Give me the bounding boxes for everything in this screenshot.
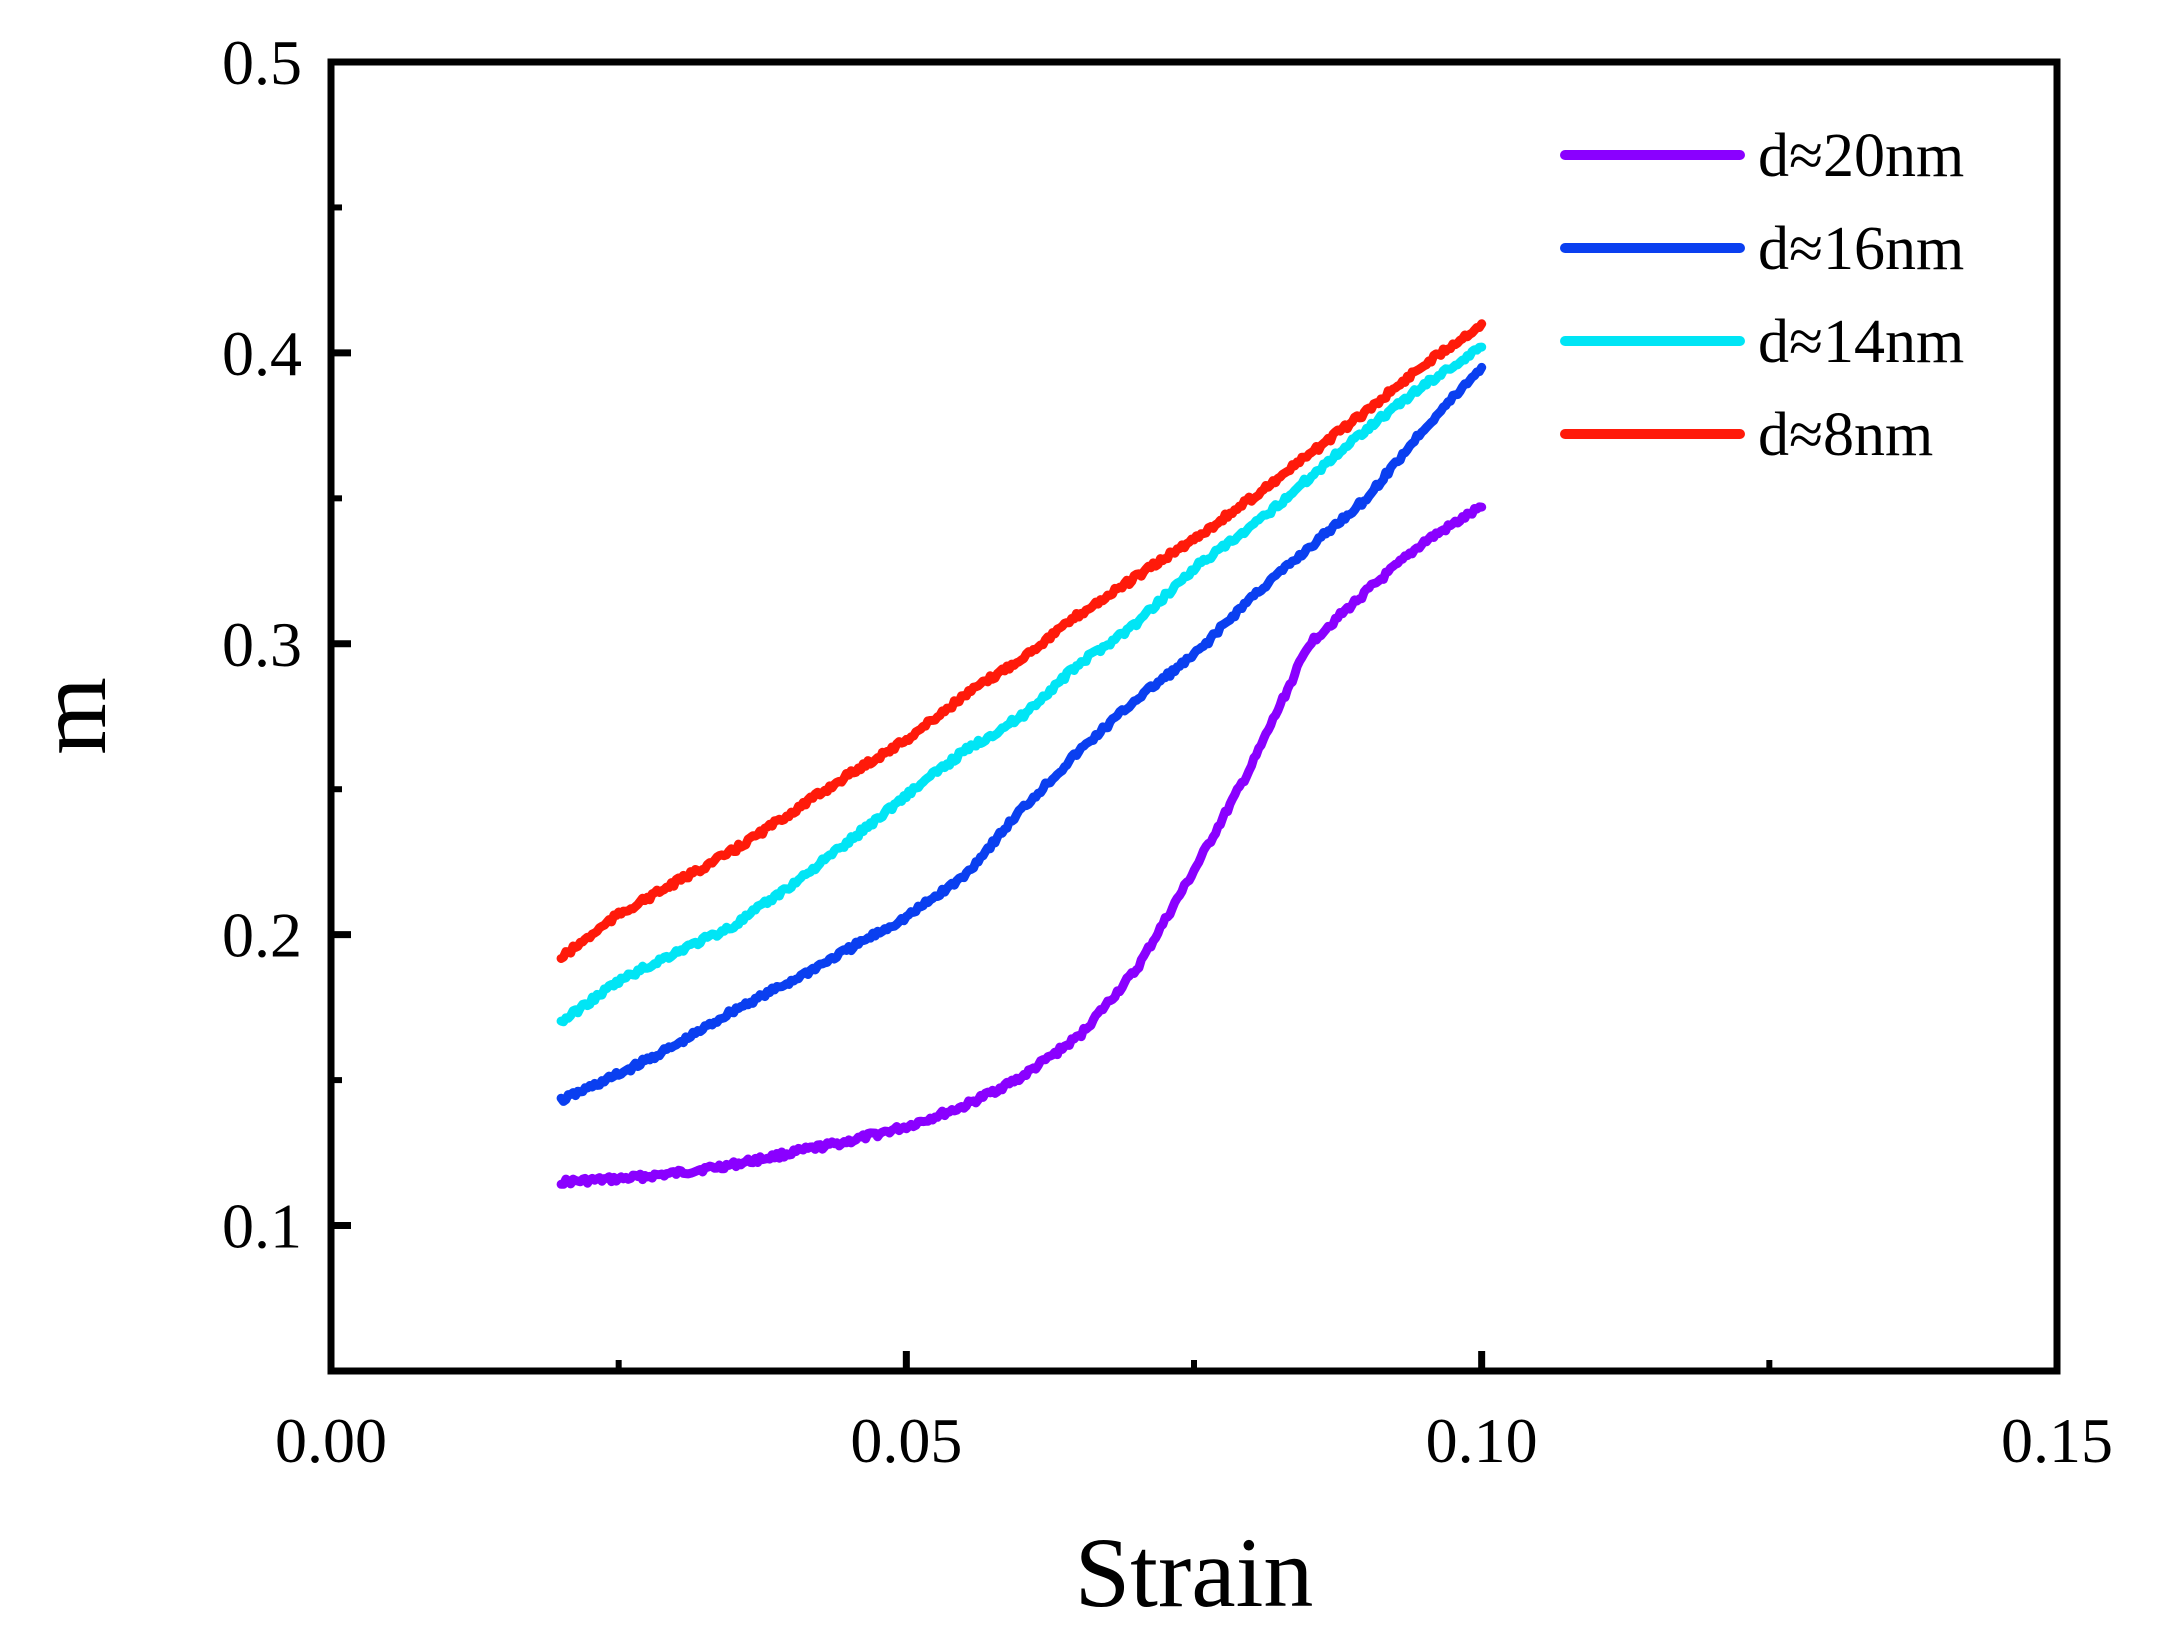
x-tick-label: 0.00: [275, 1405, 387, 1476]
tick-layer: 0.00 0.05 0.10 0.15 0.1 0.2 0.3 0.4 0.5: [222, 27, 2113, 1476]
series-layer: [556, 319, 1487, 1189]
series-line-1: [556, 362, 1487, 1106]
legend-label: d≈8nm: [1758, 401, 1933, 469]
y-tick-label: 0.2: [222, 900, 302, 971]
y-tick-label: 0.5: [222, 27, 302, 98]
series-line-3: [556, 319, 1487, 963]
series-line-2: [556, 342, 1487, 1027]
y-tick-label: 0.1: [222, 1191, 302, 1262]
legend-label: d≈20nm: [1758, 122, 1964, 190]
y-tick-label: 0.4: [222, 318, 302, 389]
legend: d≈20nm d≈16nm d≈14nm d≈8nm: [1560, 122, 1964, 469]
x-axis-title: Strain: [1075, 1517, 1314, 1628]
x-tick-label: 0.15: [2001, 1405, 2113, 1476]
series-line-0: [556, 502, 1487, 1189]
legend-label: d≈16nm: [1758, 215, 1964, 283]
x-tick-label: 0.05: [850, 1405, 962, 1476]
legend-label: d≈14nm: [1758, 308, 1964, 376]
y-axis-title: m: [16, 677, 127, 755]
y-tick-label: 0.3: [222, 609, 302, 680]
x-tick-label: 0.10: [1426, 1405, 1538, 1476]
